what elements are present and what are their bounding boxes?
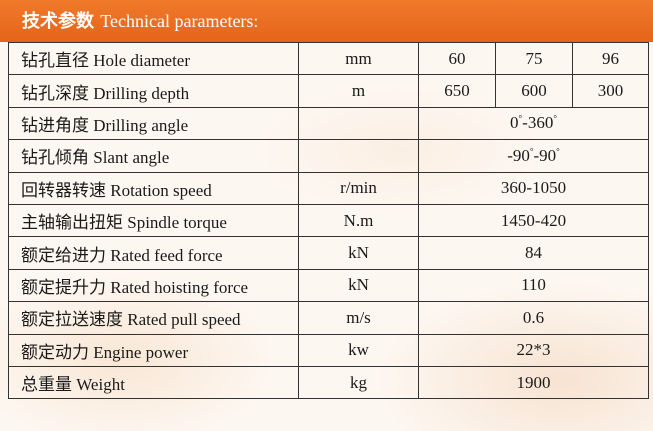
param-name: 额定拉送速度 Rated pull speed <box>8 301 299 335</box>
param-name: 主轴输出扭矩 Spindle torque <box>8 203 299 238</box>
param-unit: kw <box>298 333 419 367</box>
param-name: 额定给进力 Rated feed force <box>8 236 299 270</box>
table-row: 额定拉送速度 Rated pull speed m/s 0.6 <box>8 301 649 335</box>
header-title-en: Technical parameters: <box>100 11 259 31</box>
table-row: 回转器转速 Rotation speed r/min 360-1050 <box>8 171 649 205</box>
table-row: 钻孔直径 Hole diameter mm 60 75 96 <box>8 41 649 76</box>
param-value: 600 <box>495 74 573 108</box>
param-value: 1450-420 <box>418 203 649 238</box>
param-unit: m/s <box>298 301 419 335</box>
param-name: 钻孔倾角 Slant angle <box>8 139 299 173</box>
table-row: 钻孔倾角 Slant angle -90°-90° <box>8 139 649 173</box>
table-row: 总重量 Weight kg 1900 <box>8 365 649 400</box>
param-unit: kN <box>298 236 419 270</box>
param-value: 0.6 <box>418 301 649 335</box>
param-name: 额定提升力 Rated hoisting force <box>8 268 299 303</box>
param-unit: kg <box>298 365 419 400</box>
param-value: 96 <box>572 41 649 76</box>
header-title-cn: 技术参数 <box>22 11 94 32</box>
param-value: 75 <box>495 41 573 76</box>
param-value: 84 <box>418 236 649 270</box>
section-header: 技术参数 Technical parameters: <box>0 0 653 42</box>
param-value: 360-1050 <box>418 171 649 205</box>
param-unit <box>298 106 419 141</box>
param-name: 钻进角度 Drilling angle <box>8 106 299 141</box>
table-row: 钻进角度 Drilling angle 0°-360° <box>8 106 649 141</box>
param-value: 300 <box>572 74 649 108</box>
param-name: 钻孔直径 Hole diameter <box>8 41 299 76</box>
param-value: 650 <box>418 74 496 108</box>
param-unit: kN <box>298 268 419 303</box>
param-value: -90°-90° <box>418 139 649 173</box>
param-unit: r/min <box>298 171 419 205</box>
table-row: 钻孔深度 Drilling depth m 650 600 300 <box>8 74 649 108</box>
param-unit: N.m <box>298 203 419 238</box>
param-name: 总重量 Weight <box>8 365 299 400</box>
param-name: 额定动力 Engine power <box>8 333 299 367</box>
param-value: 22*3 <box>418 333 649 367</box>
param-unit: m <box>298 74 419 108</box>
param-value: 0°-360° <box>418 106 649 141</box>
param-value: 60 <box>418 41 496 76</box>
table-row: 额定给进力 Rated feed force kN 84 <box>8 236 649 270</box>
table-row: 额定提升力 Rated hoisting force kN 110 <box>8 268 649 303</box>
param-unit: mm <box>298 41 419 76</box>
param-name: 钻孔深度 Drilling depth <box>8 74 299 108</box>
param-unit <box>298 139 419 173</box>
param-value: 110 <box>418 268 649 303</box>
param-value: 1900 <box>418 365 649 400</box>
table-row: 主轴输出扭矩 Spindle torque N.m 1450-420 <box>8 203 649 238</box>
parameters-table: 钻孔直径 Hole diameter mm 60 75 96 钻孔深度 Dril… <box>8 41 649 400</box>
table-row: 额定动力 Engine power kw 22*3 <box>8 333 649 367</box>
param-name: 回转器转速 Rotation speed <box>8 171 299 205</box>
